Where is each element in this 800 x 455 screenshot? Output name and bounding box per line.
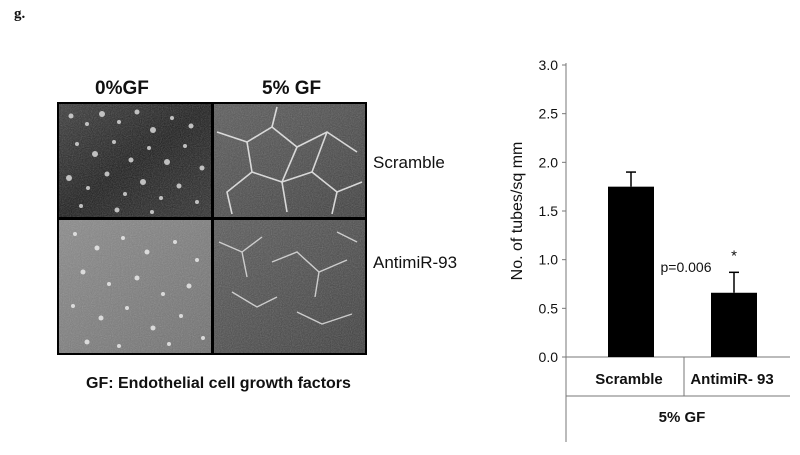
micrograph-caption: GF: Endothelial cell growth factors <box>86 375 351 392</box>
significance-marker: * <box>731 247 737 264</box>
y-tick-label: 3.0 <box>539 57 559 73</box>
micrograph-5gf-scramble <box>214 104 365 217</box>
micrograph-grid <box>57 102 367 355</box>
y-tick-label: 0.5 <box>539 300 559 316</box>
micrograph-0gf-scramble <box>59 104 211 217</box>
row-label-scramble: Scramble <box>373 153 445 172</box>
bar-chart: No. of tubes/sq mm 0.0 0.5 1.0 1.5 2.0 2.5 3.0… <box>509 57 790 442</box>
column-label-5-gf: 5% GF <box>262 78 322 99</box>
micrograph-0gf-antimir93 <box>59 220 211 353</box>
x-category-label: AntimiR- 93 <box>690 371 773 388</box>
y-tick-label: 2.0 <box>539 154 559 170</box>
column-label-0-gf: 0%GF <box>95 78 149 99</box>
y-axis-label: No. of tubes/sq mm <box>509 142 526 281</box>
p-value-annotation: p=0.006 <box>661 259 712 275</box>
micrograph-5gf-antimir93 <box>214 220 365 353</box>
y-tick-label: 2.5 <box>539 106 559 122</box>
bar <box>608 186 654 357</box>
panel-label: g. <box>14 6 26 22</box>
y-tick-label: 0.0 <box>539 349 559 365</box>
y-tick-label: 1.5 <box>539 203 559 219</box>
y-tick-label: 1.0 <box>539 252 559 268</box>
group-label: 5% GF <box>659 409 706 426</box>
bar <box>711 292 757 357</box>
x-category-label: Scramble <box>595 371 663 388</box>
row-label-antimir93: AntimiR-93 <box>373 253 458 272</box>
